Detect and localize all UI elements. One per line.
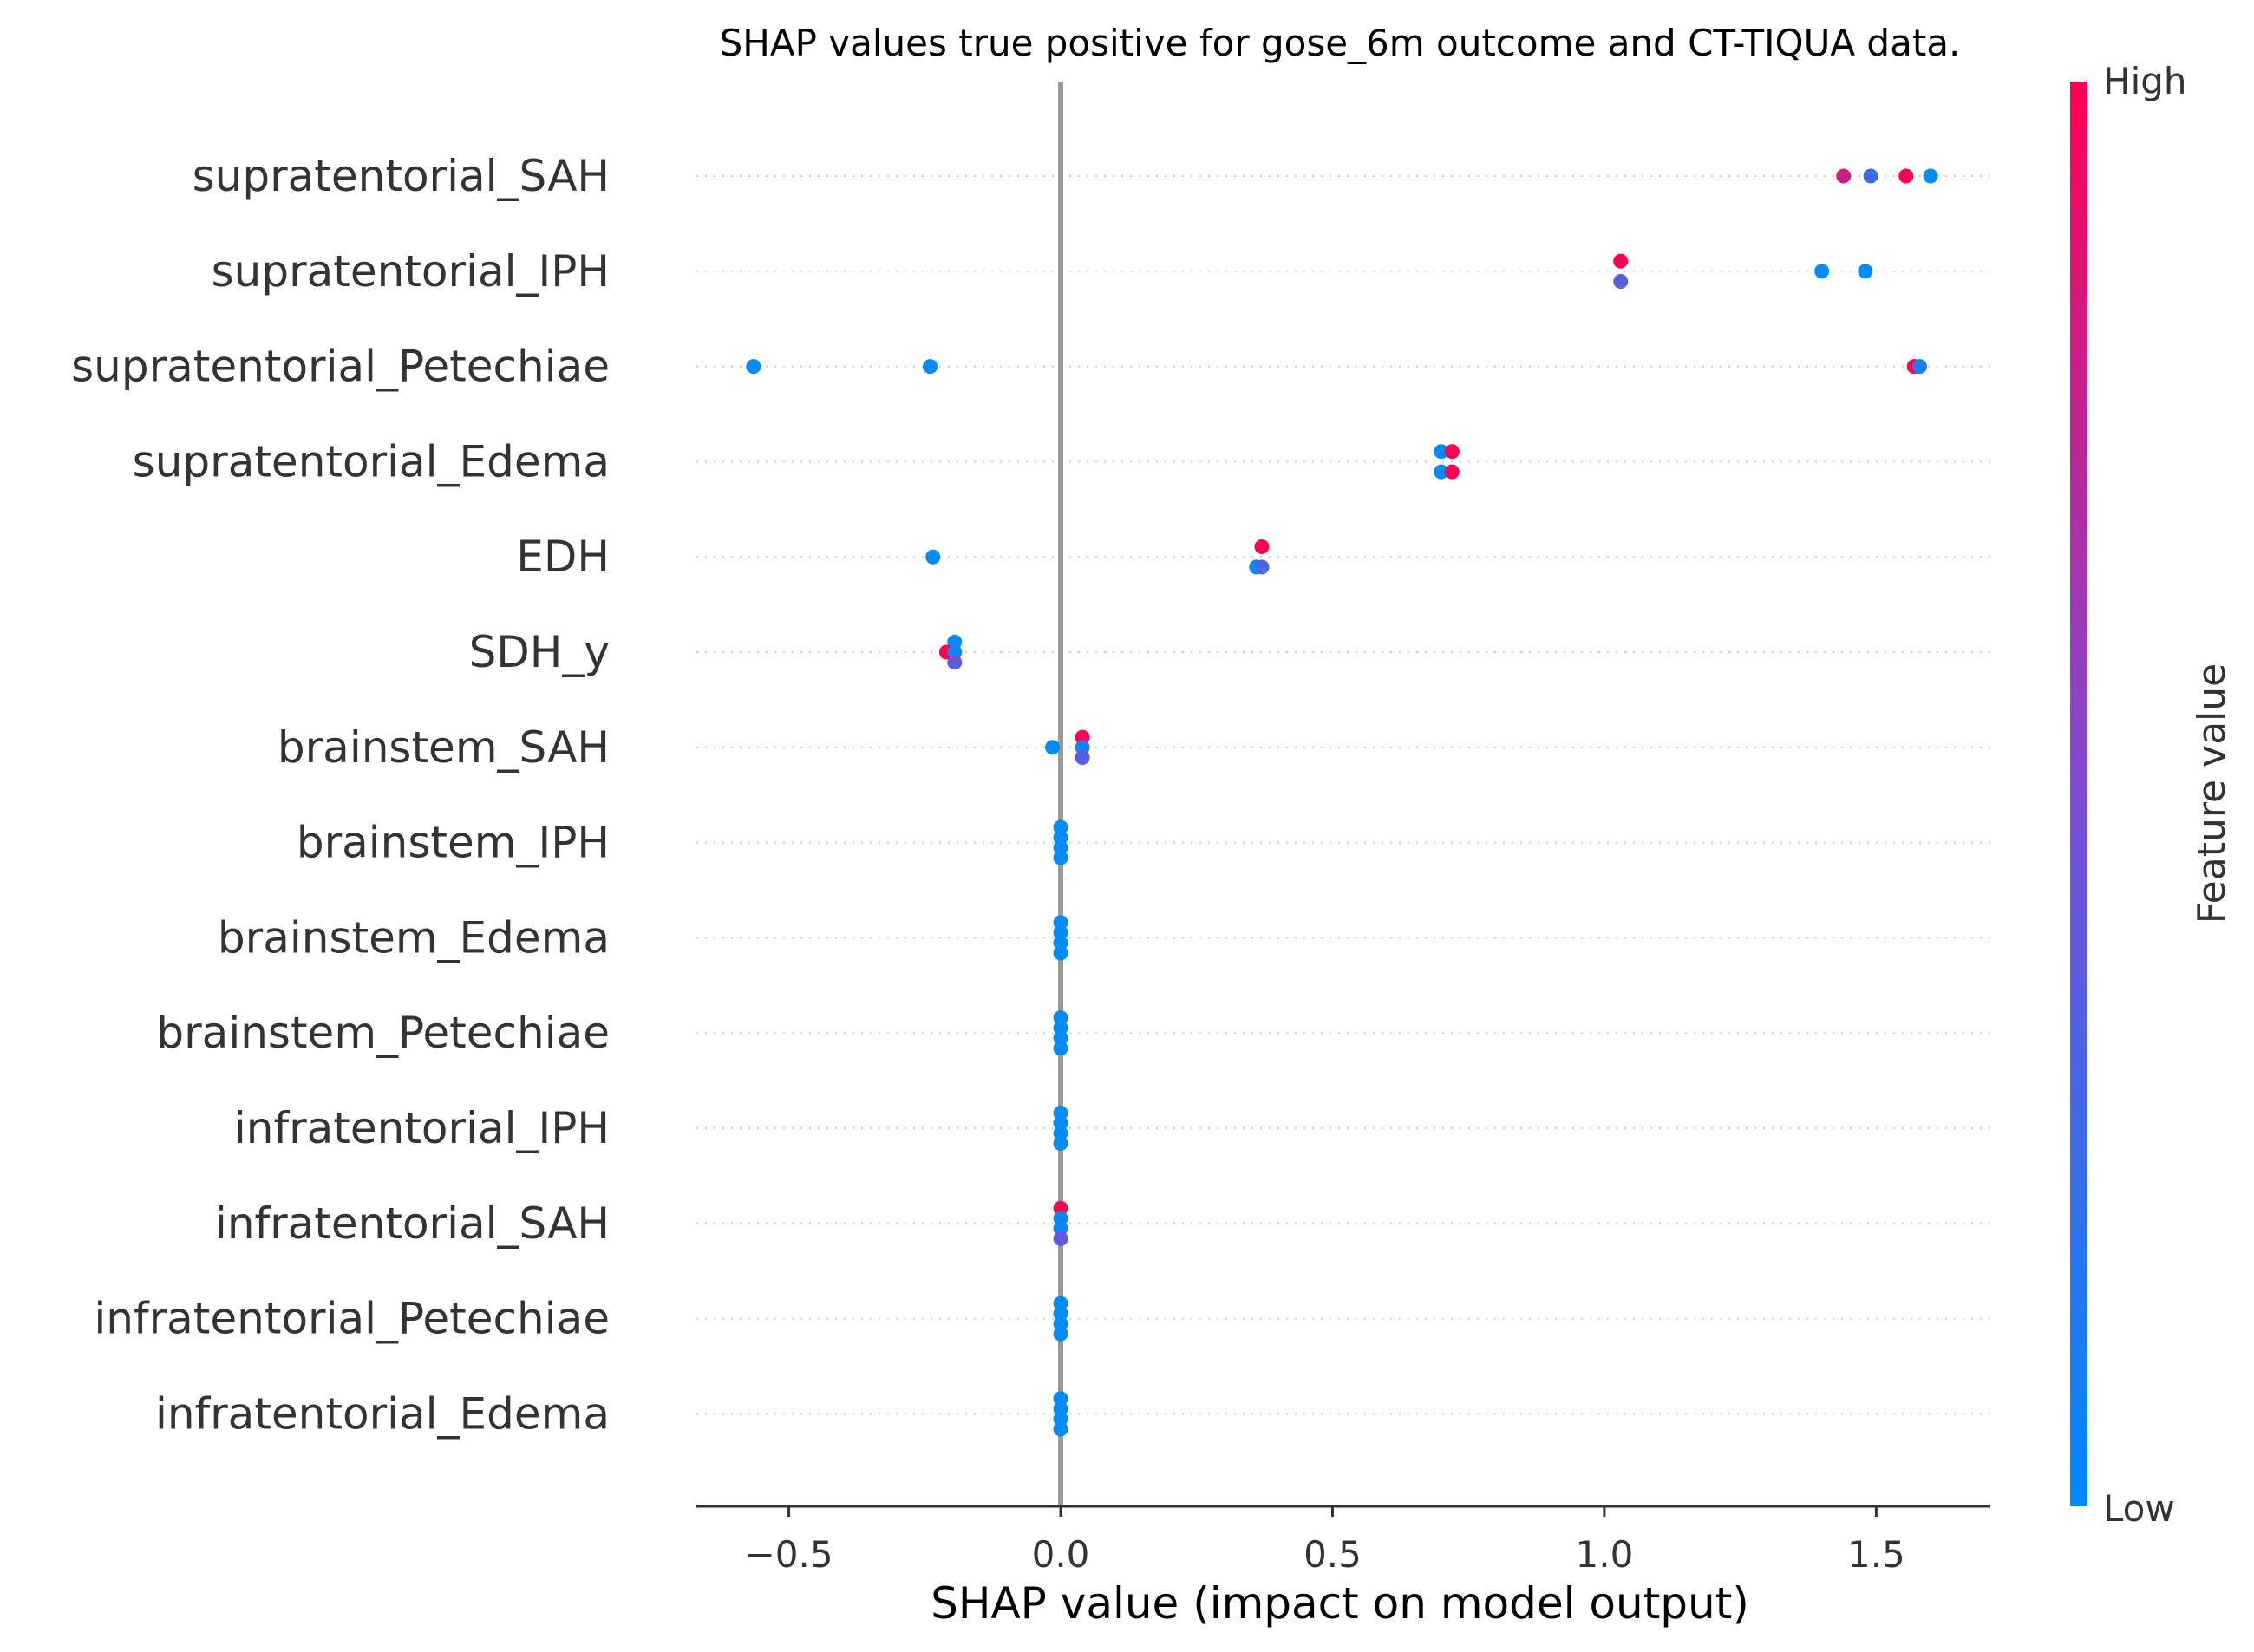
shap-dot xyxy=(923,359,938,375)
feature-label: brainstem_Petechiae xyxy=(156,1008,610,1058)
shap-dot xyxy=(746,359,761,375)
feature-label: infratentorial_Petechiae xyxy=(94,1294,610,1344)
shap-dot xyxy=(1444,444,1460,460)
colorbar-title: Feature value xyxy=(2190,663,2234,924)
shap-dot xyxy=(1053,1030,1068,1046)
shap-dot xyxy=(1613,274,1629,289)
x-tick-label: −0.5 xyxy=(745,1533,833,1576)
shap-dot xyxy=(1053,1041,1068,1056)
shap-dot xyxy=(925,549,941,565)
feature-label: SDH_y xyxy=(469,627,610,677)
feature-labels: supratentorial_SAH supratentorial_IPHsupr… xyxy=(71,151,610,1439)
x-tick-label: 0.5 xyxy=(1303,1533,1362,1576)
shap-dot xyxy=(1045,740,1061,755)
shap-dot xyxy=(1912,359,1928,375)
feature-label: supratentorial_IPH xyxy=(212,246,610,297)
shap-dot xyxy=(1053,1105,1068,1120)
shap-dot xyxy=(1898,168,1914,184)
shap-dot xyxy=(1053,1316,1068,1331)
feature-label: brainstem_Edema xyxy=(218,912,610,963)
shap-dot xyxy=(1053,1421,1068,1437)
shap-dot xyxy=(1814,264,1830,279)
row-grid-lines xyxy=(696,175,1990,1415)
shap-dot xyxy=(1075,750,1090,765)
shap-dot xyxy=(1053,915,1068,930)
shap-dot xyxy=(1053,945,1068,961)
colorbar-high-label: High xyxy=(2103,60,2187,102)
feature-label: supratentorial_Edema xyxy=(133,436,610,486)
shap-dot xyxy=(1053,850,1068,865)
shap-dot xyxy=(1858,264,1873,279)
shap-dot xyxy=(1923,168,1938,184)
shap-dot xyxy=(1053,925,1068,941)
colorbar xyxy=(2070,82,2087,1506)
shap-dot xyxy=(1053,1391,1068,1407)
shap-dot xyxy=(1053,1221,1068,1237)
shap-dots xyxy=(746,168,1938,1437)
shap-dot xyxy=(1075,729,1090,745)
feature-label: infratentorial_SAH xyxy=(215,1198,610,1249)
shap-dot xyxy=(1053,839,1068,855)
shap-dot xyxy=(1254,559,1270,575)
shap-dot xyxy=(1053,1136,1068,1152)
shap-dot xyxy=(1053,1296,1068,1311)
chart-title: SHAP values true positive for gose_6m ou… xyxy=(720,22,1961,64)
shap-dot xyxy=(947,644,963,660)
shap-dot xyxy=(1053,819,1068,835)
x-axis-ticks: −0.5 0.0 0.5 1.0 1.5 xyxy=(745,1506,1905,1576)
feature-label: supratentorial_SAH xyxy=(193,151,610,201)
shap-dot xyxy=(1836,168,1852,184)
shap-dot xyxy=(1053,1126,1068,1141)
feature-label: infratentorial_Edema xyxy=(155,1388,610,1439)
shap-dot xyxy=(1053,830,1068,846)
feature-label: EDH xyxy=(516,532,610,582)
shap-dot xyxy=(1053,1411,1068,1427)
colorbar-low-label: Low xyxy=(2103,1487,2175,1530)
shap-dot xyxy=(1254,539,1270,554)
shap-dot xyxy=(1613,253,1629,269)
feature-label: brainstem_IPH xyxy=(297,818,610,868)
shap-dot xyxy=(1434,444,1449,460)
shap-dot xyxy=(1053,935,1068,950)
x-axis-label: SHAP value (impact on model output) xyxy=(931,1578,1749,1629)
x-tick-label: 0.0 xyxy=(1032,1533,1090,1576)
shap-dot xyxy=(1053,1326,1068,1342)
feature-label: infratentorial_IPH xyxy=(234,1103,610,1153)
shap-dot xyxy=(1053,1211,1068,1226)
shap-dot xyxy=(1053,1306,1068,1322)
shap-dot xyxy=(1863,168,1878,184)
shap-dot xyxy=(1053,1010,1068,1026)
shap-dot xyxy=(1053,1401,1068,1417)
shap-dot xyxy=(1053,1200,1068,1216)
shap-dot xyxy=(947,634,963,650)
shap-dot xyxy=(1444,464,1460,480)
feature-label: supratentorial_Petechiae xyxy=(71,342,610,392)
shap-dot xyxy=(1434,464,1449,480)
shap-dot xyxy=(1075,740,1090,755)
shap-dot xyxy=(1053,1020,1068,1035)
shap-dot xyxy=(1053,1231,1068,1246)
shap-dot xyxy=(947,655,963,670)
x-tick-label: 1.0 xyxy=(1576,1533,1634,1576)
x-tick-label: 1.5 xyxy=(1847,1533,1905,1576)
feature-label: brainstem_SAH xyxy=(278,722,610,773)
shap-dot xyxy=(1053,1115,1068,1131)
